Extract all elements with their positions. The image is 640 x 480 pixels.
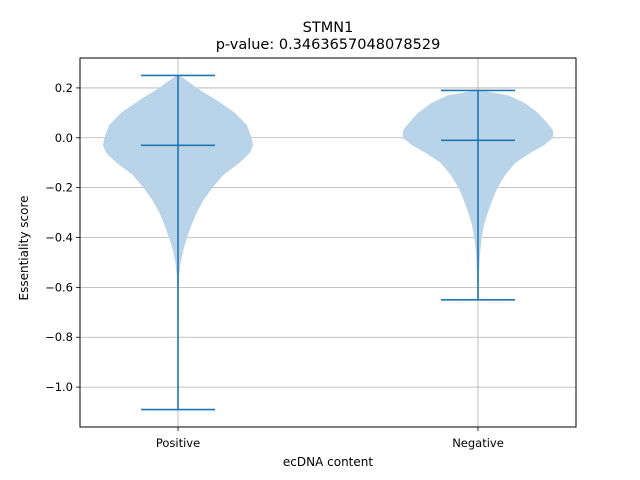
y-tick-label: −0.4 (45, 231, 73, 245)
y-axis-label: Essentiality score (17, 196, 31, 301)
x-tick-label: Positive (156, 436, 200, 450)
y-tick-label: 0.2 (55, 81, 73, 95)
chart-title: STMN1 (303, 20, 354, 36)
plot-frame (79, 57, 577, 428)
y-tick-label: 0.0 (55, 131, 73, 145)
y-tick-label: −0.2 (45, 181, 73, 195)
stats-layer (141, 74, 515, 411)
x-tick-label: Negative (452, 436, 504, 450)
y-tick-label: −0.6 (45, 280, 73, 294)
x-axis-label: ecDNA content (283, 455, 373, 469)
chart-subtitle: p-value: 0.3463657048078529 (216, 37, 441, 53)
ticks-layer: 0.2 0.0 −0.2 −0.4 −0.6 −0.8 −1.0 Positive Negati… (45, 81, 504, 450)
violin-layer (103, 75, 553, 410)
y-tick-label: −1.0 (45, 380, 73, 394)
y-tick-label: −0.8 (45, 330, 73, 344)
